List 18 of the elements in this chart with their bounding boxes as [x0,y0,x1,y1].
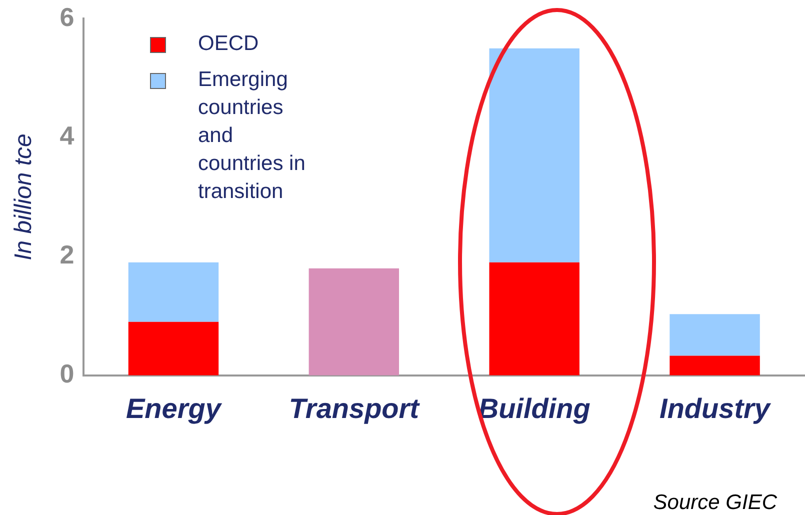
bar [670,356,760,376]
bar [489,262,580,376]
x-tick-label: Industry [660,392,772,424]
bar [128,322,219,376]
legend-label: Emerging countries and countries in transition [198,67,306,205]
x-tick-label: Transport [288,392,421,424]
y-tick-label: 2 [60,240,74,270]
bar [489,48,580,262]
y-tick-label: 0 [60,358,74,389]
bar [308,268,400,376]
x-tick-label: Energy [126,392,222,424]
bar [670,314,760,356]
y-tick-label: 4 [60,120,75,151]
y-tick-label: 6 [60,2,74,32]
bar [128,262,219,322]
legend-label: OECD [198,31,259,57]
y-axis-title: In billion tce [10,134,38,260]
source-note: Source GIEC [651,491,779,515]
